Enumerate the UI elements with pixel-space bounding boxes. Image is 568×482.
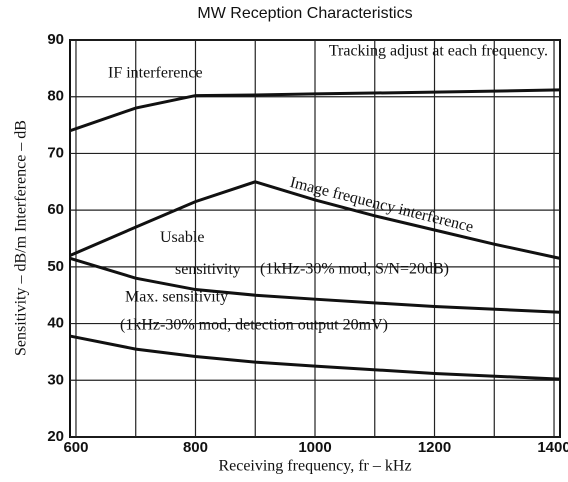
series-label: IF interference [108, 65, 203, 82]
y-tick-label: 50 [47, 258, 64, 275]
series-label: Usable sensitivity [160, 229, 241, 278]
x-axis-label: Receiving frequency, fr – kHz [218, 458, 411, 475]
x-tick-label: 600 [63, 439, 88, 456]
y-tick-label: 60 [47, 201, 64, 218]
y-tick-label: 70 [47, 144, 64, 161]
series-line [69, 256, 561, 314]
x-tick-label: 800 [183, 439, 208, 456]
y-tick-label: 90 [47, 31, 64, 48]
series-label: Max. sensitivity [125, 289, 228, 306]
y-tick-label: 20 [47, 428, 64, 445]
series-line [69, 334, 561, 381]
series-label: Image frequency interference [288, 174, 475, 236]
chart-title: MW Reception Characteristics [197, 5, 412, 22]
y-tick-label: 40 [47, 315, 64, 332]
annotation: (1kHz-30% mod, S/N=20dB) [260, 261, 449, 278]
annotation: (1kHz-30% mod, detection output 20mV) [120, 317, 388, 334]
annotation: Tracking adjust at each frequency. [329, 43, 548, 60]
x-tick-label: 1000 [298, 439, 331, 456]
y-axis-label: Sensitivity – dB/m Interference – dB [13, 120, 30, 356]
series-line [69, 88, 561, 133]
y-tick-label: 80 [47, 88, 64, 105]
x-tick-label: 1400 [537, 439, 568, 456]
x-tick-label: 1200 [418, 439, 451, 456]
y-tick-label: 30 [47, 371, 64, 388]
series-line [69, 180, 561, 260]
